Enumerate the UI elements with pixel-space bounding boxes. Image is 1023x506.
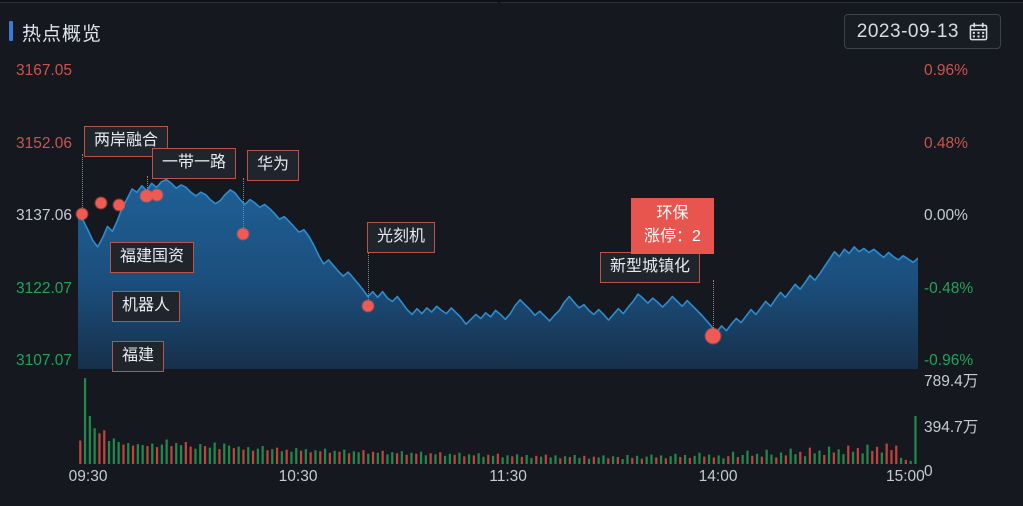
price-axis-tick: 3152.06	[15, 134, 72, 152]
time-axis-tick: 15:00	[885, 468, 925, 485]
percent-axis-tick: -0.96%	[924, 352, 974, 369]
annotation-marker-dot[interactable]	[362, 300, 374, 312]
volume-axis-tick: 789.4万	[924, 373, 979, 390]
volume-chart[interactable]	[78, 372, 918, 464]
annotation-leader-line	[243, 178, 244, 234]
time-axis: 09:30 10:30 11:30 14:00 15:00	[69, 468, 925, 494]
annotation-marker-dot[interactable]	[140, 190, 152, 202]
annotation-marker-dot[interactable]	[95, 197, 107, 209]
annotation-callout[interactable]: 机器人	[112, 291, 181, 322]
annotation-marker-dot[interactable]	[76, 208, 88, 220]
price-axis-tick: 3167.05	[15, 62, 72, 79]
time-axis-tick: 09:30	[68, 468, 108, 485]
volume-bars-svg	[79, 378, 917, 464]
annotation-callout[interactable]: 华为	[247, 150, 300, 181]
percent-axis-tick: 0.96%	[924, 62, 968, 79]
time-axis-tick: 11:30	[489, 468, 527, 485]
panel-header: 热点概览 2023-09-13	[0, 3, 1023, 58]
annotation-callout[interactable]: 光刻机	[367, 222, 436, 253]
date-picker-value: 2023-09-13	[856, 20, 959, 42]
price-axis-tick: 3107.07	[15, 352, 72, 369]
annotation-callout[interactable]: 福建	[112, 341, 165, 372]
percent-axis-tick: -0.48%	[924, 279, 974, 297]
annotation-callout[interactable]: 福建国资	[110, 242, 195, 273]
annotation-leader-line	[82, 154, 83, 214]
annotation-leader-line	[713, 280, 714, 336]
price-axis-tick: 3137.06	[15, 207, 72, 224]
page-title: 热点概览	[22, 24, 103, 45]
time-axis-tick: 14:00	[698, 468, 738, 485]
calendar-icon	[969, 22, 988, 41]
top-divider-right	[500, 2, 1023, 3]
volume-axis-right: 789.4万 394.7万 0	[924, 372, 1019, 480]
annotation-leader-line	[368, 250, 369, 306]
annotation-callout[interactable]: 一带一路	[152, 148, 237, 179]
top-divider	[0, 0, 1023, 3]
volume-axis-tick: 0	[924, 463, 933, 480]
price-axis-tick: 3122.07	[15, 279, 72, 297]
percent-axis-tick: 0.48%	[924, 134, 968, 152]
tooltip-title: 环保	[656, 205, 689, 222]
time-axis-tick: 10:30	[278, 468, 318, 485]
tooltip-limit-up-count: 涨停：2	[644, 228, 701, 245]
highlighted-marker-dot[interactable]	[705, 328, 721, 344]
price-line-svg	[78, 178, 918, 369]
annotation-marker-dot[interactable]	[237, 228, 249, 240]
percent-axis-tick: 0.00%	[924, 207, 968, 224]
price-axis-left: 3167.05 3152.06 3137.06 3122.07 3107.07	[0, 62, 72, 369]
highlighted-tooltip[interactable]: 环保涨停：2	[631, 198, 714, 254]
title-accent-bar	[9, 21, 13, 41]
price-chart[interactable]	[78, 64, 918, 369]
date-picker[interactable]: 2023-09-13	[843, 14, 1001, 49]
annotation-marker-dot[interactable]	[151, 189, 163, 201]
annotation-leader-line	[147, 176, 148, 196]
percent-axis-right: 0.96% 0.48% 0.00% -0.48% -0.96%	[924, 62, 1019, 369]
annotation-callout[interactable]: 新型城镇化	[600, 252, 701, 283]
volume-axis-tick: 394.7万	[924, 419, 979, 436]
annotation-marker-dot[interactable]	[113, 199, 125, 211]
